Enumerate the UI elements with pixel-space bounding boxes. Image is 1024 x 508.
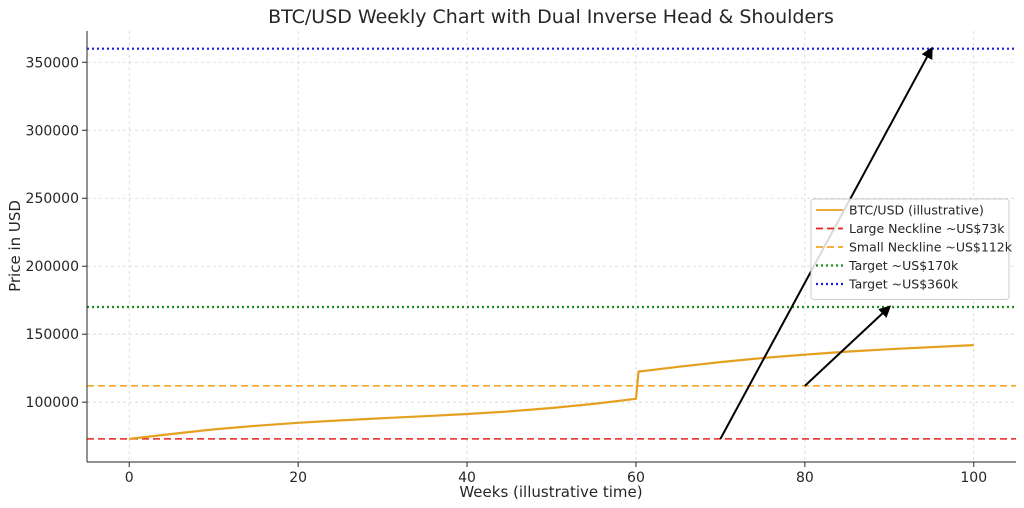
series-layer <box>129 344 974 440</box>
y-axis-title: Price in USD <box>6 200 24 292</box>
legend: BTC/USD (illustrative) Large Neckline ~US… <box>810 198 1013 300</box>
axes <box>82 31 1016 467</box>
y-tick-label-5: 350000 <box>26 55 79 71</box>
legend-label-0: BTC/USD (illustrative) <box>849 203 984 218</box>
y-tick-label-0: 100000 <box>26 395 79 411</box>
x-tick-label-3: 60 <box>627 470 645 486</box>
chart-title: BTC/USD Weekly Chart with Dual Inverse H… <box>268 6 834 28</box>
legend-box <box>810 198 1010 300</box>
reference-lines <box>87 47 1016 440</box>
legend-label-1: Large Neckline ~US$73k <box>849 221 1005 236</box>
x-tick-label-2: 40 <box>458 470 476 486</box>
legend-label-3: Target ~US$170k <box>848 258 959 273</box>
legend-label-2: Small Neckline ~US$112k <box>849 240 1013 255</box>
x-axis-title: Weeks (illustrative time) <box>459 483 642 501</box>
legend-label-4: Target ~US$360k <box>848 277 959 292</box>
annotation-arrow-1 <box>804 305 892 387</box>
y-tick-label-2: 200000 <box>26 259 79 275</box>
y-tick-label-4: 300000 <box>26 123 79 139</box>
y-tick-label-3: 250000 <box>26 191 79 207</box>
series-line-0 <box>129 344 974 440</box>
x-tick-label-0: 0 <box>125 470 134 486</box>
tick-labels: 0 20 40 60 80 100 100000 150000 200000 250000 3000… <box>26 55 988 486</box>
x-tick-label-5: 100 <box>960 470 987 486</box>
y-tick-label-1: 150000 <box>26 327 79 343</box>
x-tick-label-4: 80 <box>796 470 814 486</box>
x-tick-label-1: 20 <box>289 470 307 486</box>
